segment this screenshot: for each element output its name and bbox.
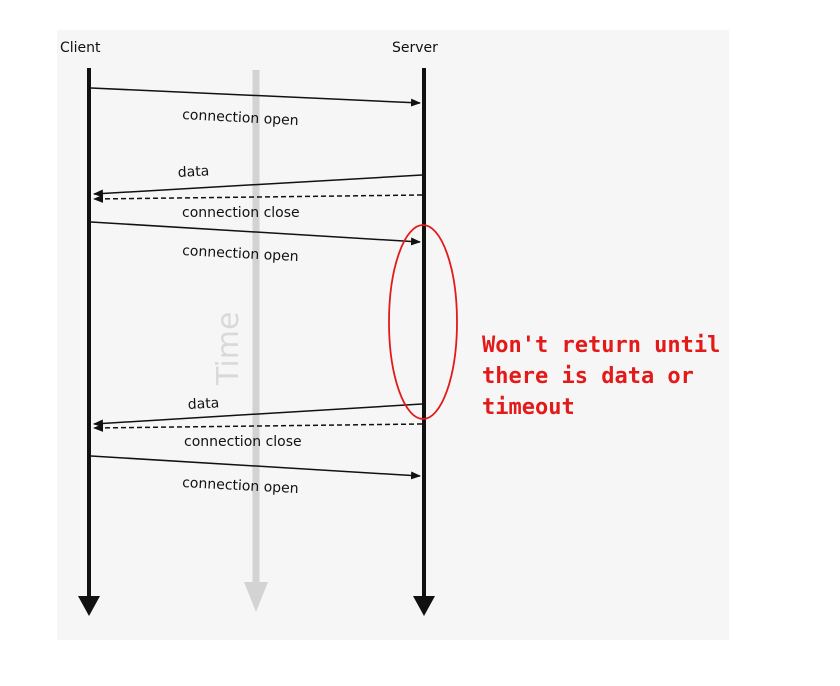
server-arrowhead-icon [413, 596, 435, 616]
message-connection-open-3: connection open [90, 455, 421, 497]
message-label: connection open [182, 243, 299, 265]
client-arrowhead-icon [78, 596, 100, 616]
annotation-line: timeout [482, 395, 575, 420]
message-label: connection open [182, 475, 299, 497]
server-label: Server [392, 40, 438, 56]
diagram-background [57, 30, 729, 640]
message-label: connection open [182, 107, 299, 129]
client-label: Client [60, 40, 101, 56]
message-label: connection close [182, 205, 300, 221]
wait-highlight-ellipse [388, 224, 458, 420]
time-arrowhead-icon [244, 582, 268, 612]
time-label: Time [211, 312, 246, 386]
annotation-line: Won't return until [482, 333, 721, 358]
server-lifeline [413, 68, 435, 616]
message-label: data [177, 163, 209, 181]
client-lifeline [78, 68, 100, 616]
annotation-note: Won't return until there is data or time… [482, 330, 822, 423]
message-data-1: data [93, 163, 423, 198]
annotation-line: there is data or [482, 364, 694, 389]
message-data-2: data [93, 395, 423, 428]
message-connection-open-1: connection open [90, 87, 421, 129]
message-connection-close-2: connection close [93, 423, 423, 450]
message-connection-open-2: connection open [90, 221, 421, 265]
time-axis: Time [211, 70, 268, 612]
message-label: data [187, 395, 219, 413]
message-connection-close-1: connection close [93, 194, 423, 221]
message-label: connection close [184, 434, 302, 450]
